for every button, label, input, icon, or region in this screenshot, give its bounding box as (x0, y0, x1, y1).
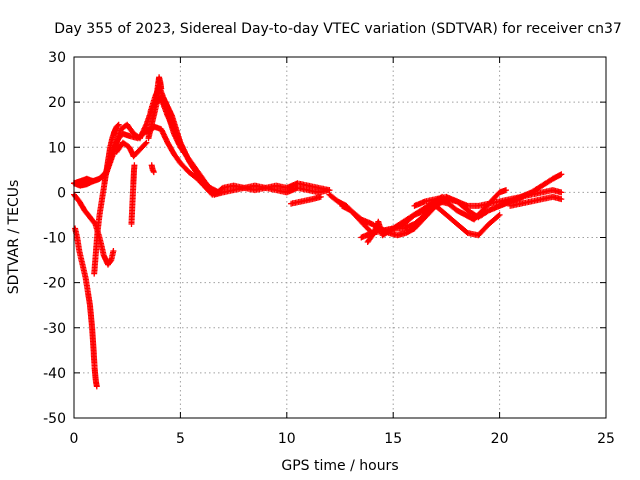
series-mid-b (211, 180, 333, 198)
series-arc-d (145, 94, 216, 196)
series-spike-top (152, 74, 165, 106)
data-point-markers (288, 193, 324, 207)
plot-frame (73, 56, 607, 419)
y-tick-label: 20 (48, 95, 66, 111)
series-late-e (496, 171, 565, 209)
series-mid-dots (288, 193, 324, 207)
series-branch-rise (91, 121, 122, 277)
data-point-markers (211, 180, 333, 198)
data-point-markers (148, 162, 157, 176)
y-axis-label: SDTVAR / TECUs (6, 180, 22, 295)
data-point-markers (152, 74, 165, 106)
series-spike-2-7 (128, 162, 138, 227)
x-tick-label: 5 (176, 431, 185, 447)
grid (74, 57, 606, 418)
data-point-markers (496, 171, 565, 209)
data-point-markers (364, 193, 446, 245)
data-point-markers (72, 225, 100, 390)
data-point-markers (507, 193, 565, 209)
data-point-markers (145, 94, 216, 196)
x-tick-label: 15 (384, 431, 402, 447)
x-tick-label: 20 (491, 431, 509, 447)
plot-area (71, 74, 565, 390)
x-tick-label: 25 (597, 431, 615, 447)
y-tick-label: -30 (43, 321, 66, 337)
y-tick-label: 10 (48, 140, 66, 156)
y-tick-label: -20 (43, 276, 66, 292)
y-tick-label: 0 (57, 185, 66, 201)
data-point-markers (113, 139, 150, 160)
series-late-f (507, 193, 565, 209)
axis-ticks: 0 5 10 15 20 25 -50 -40 -30 -20 -10 0 10 20 30 (43, 50, 615, 447)
y-tick-label: -50 (43, 411, 66, 427)
x-tick-label: 0 (70, 431, 79, 447)
data-point-markers (91, 121, 122, 277)
series-late-dots (364, 193, 446, 245)
y-tick-label: -40 (43, 366, 66, 382)
series-spike-3-7 (148, 162, 157, 176)
series-branch-down (72, 225, 100, 390)
series-arc-e (113, 139, 150, 160)
y-tick-label: -10 (43, 231, 66, 247)
x-axis-label: GPS time / hours (281, 458, 398, 474)
chart-title: Day 355 of 2023, Sidereal Day-to-day VTE… (54, 21, 622, 37)
x-tick-label: 10 (278, 431, 296, 447)
y-tick-label: 30 (48, 50, 66, 66)
data-point-markers (128, 162, 138, 227)
